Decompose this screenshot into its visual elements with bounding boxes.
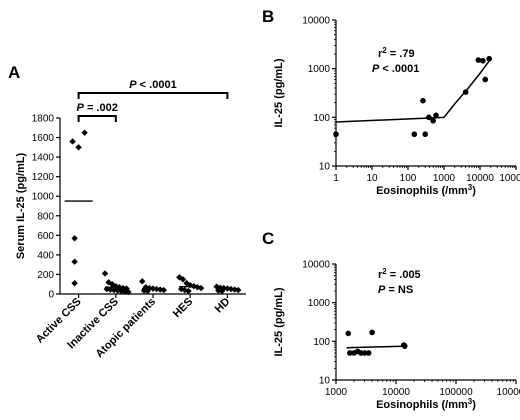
panel-b-data-point [462,89,469,95]
panel-b-data-point [426,114,432,121]
panel-a-y-tick-label: 800 [37,211,54,222]
panel-a-comparison-p-value: P < .0001 [129,79,176,91]
panel-c-y-axis-title: IL-25 (pg/mL) [273,287,285,356]
panel-c-p-value: P = NS [378,284,413,296]
panel-a-category-label: HES [171,296,195,320]
panel-a-data-point [71,235,78,242]
panel-a-y-tick-label: 1000 [32,192,55,203]
panel-c-data-point [365,350,372,356]
panel-a-data-point [81,129,88,136]
panel-a-data-point [69,138,76,145]
panel-b-data-point [482,76,489,83]
panel-b-y-axis-title: IL-25 (pg/mL) [273,58,285,127]
panel-a-data-point [71,280,78,287]
panel-a-chart: Serum IL-25 (pg/mL) 0 200 400 600 800 1000 120… [15,79,246,360]
panel-a-data-point [139,278,146,285]
panel-letter-c: C [262,229,274,248]
panel-a-data-point [218,287,226,295]
panel-b-data-point [433,112,439,119]
panel-b-data-point [480,58,486,64]
panel-b-data-point [475,57,482,63]
panel-c-chart: IL-25 (pg/mL) Eosinophils (/mm3) r2 = .0… [273,260,520,412]
panel-a-data-point [179,276,187,283]
panel-a-y-tick-label: 1200 [32,172,55,183]
panel-a-comparison-p-value: P = .002 [77,102,118,114]
panel-a-y-tick-label: 0 [48,290,54,301]
panel-a-data-point [144,287,151,295]
panel-c-x-tick-label: 10000 [382,387,410,398]
panel-a-data-point [101,270,109,277]
panel-b-x-tick-label: 1000 [433,173,456,184]
panel-b-y-tick-label: 1000 [308,64,331,75]
panel-c-data-point [401,343,408,349]
panel-a-y-tick-label: 1600 [32,133,55,144]
panel-a-comparison-bracket [77,92,229,99]
panel-b-y-tick-label: 100 [313,113,330,124]
panel-b-regression-line [335,58,492,123]
panel-b-data-point [420,97,426,104]
panel-c-r2: r2 = .005 [378,267,421,281]
panel-a-y-tick-label: 1400 [32,153,55,164]
panel-a-category-label: HD [213,296,233,316]
panel-b-x-tick-label: 10 [366,173,378,184]
panel-b-x-tick-label: 10000 [466,173,494,184]
panel-c-data-point [347,350,353,356]
panel-c-data-point [345,330,352,337]
panel-letter-b: B [262,7,274,26]
panel-a-data-point [71,258,78,265]
panel-c-y-tick-label: 10 [319,376,331,387]
panel-c-x-tick-label: 1000000 [497,387,520,398]
panel-b-data-point [486,55,492,62]
panel-a-data-point [105,279,112,286]
panel-c-x-axis-title: Eosinophils (/mm3) [376,397,476,411]
panel-a-y-axis-title: Serum IL-25 (pg/mL) [15,152,27,259]
panel-b-y-tick-label: 10000 [302,16,330,27]
panel-a-y-tick-label: 200 [37,270,54,281]
panel-b-data-point [422,131,428,138]
panel-b-x-tick-label: 1 [333,173,339,184]
panel-a-data-point [185,287,192,295]
panel-b-x-tick-label: 100 [400,173,417,184]
panel-a-y-tick-label: 1800 [32,114,55,125]
panel-b-data-point [333,131,339,138]
panel-b-data-point [411,131,418,138]
panel-c-y-tick-label: 100 [313,337,330,348]
panel-c-x-tick-label: 100000 [439,387,473,398]
panel-a-comparison-bracket [77,115,117,122]
panel-c-regression-line [346,345,405,349]
panel-a-data-point [125,288,132,296]
panel-b-data-point [430,117,436,124]
panel-b-r2: r2 = .79 [378,46,415,60]
panel-a-data-point [197,284,205,292]
panel-a-y-tick-label: 400 [37,250,54,261]
panel-c-data-point [361,350,368,356]
panel-a-data-point [75,144,82,151]
panel-b-p-value: P < .0001 [372,63,419,75]
panel-c-y-tick-label: 10000 [302,260,330,271]
panel-c-data-point [369,329,375,336]
panel-c-y-tick-label: 1000 [308,298,331,309]
panel-b-chart: IL-25 (pg/mL) Eosinophils (/mm3) r2 = .7… [273,16,520,198]
panel-c-x-tick-label: 1000 [325,387,348,398]
panel-b-x-axis-title: Eosinophils (/mm3) [376,183,476,197]
panel-a-y-tick-label: 600 [37,231,54,242]
panel-letter-a: A [8,63,20,82]
panel-b-y-tick-label: 10 [319,162,331,173]
panel-b-x-tick-label: 100000 [499,173,520,184]
